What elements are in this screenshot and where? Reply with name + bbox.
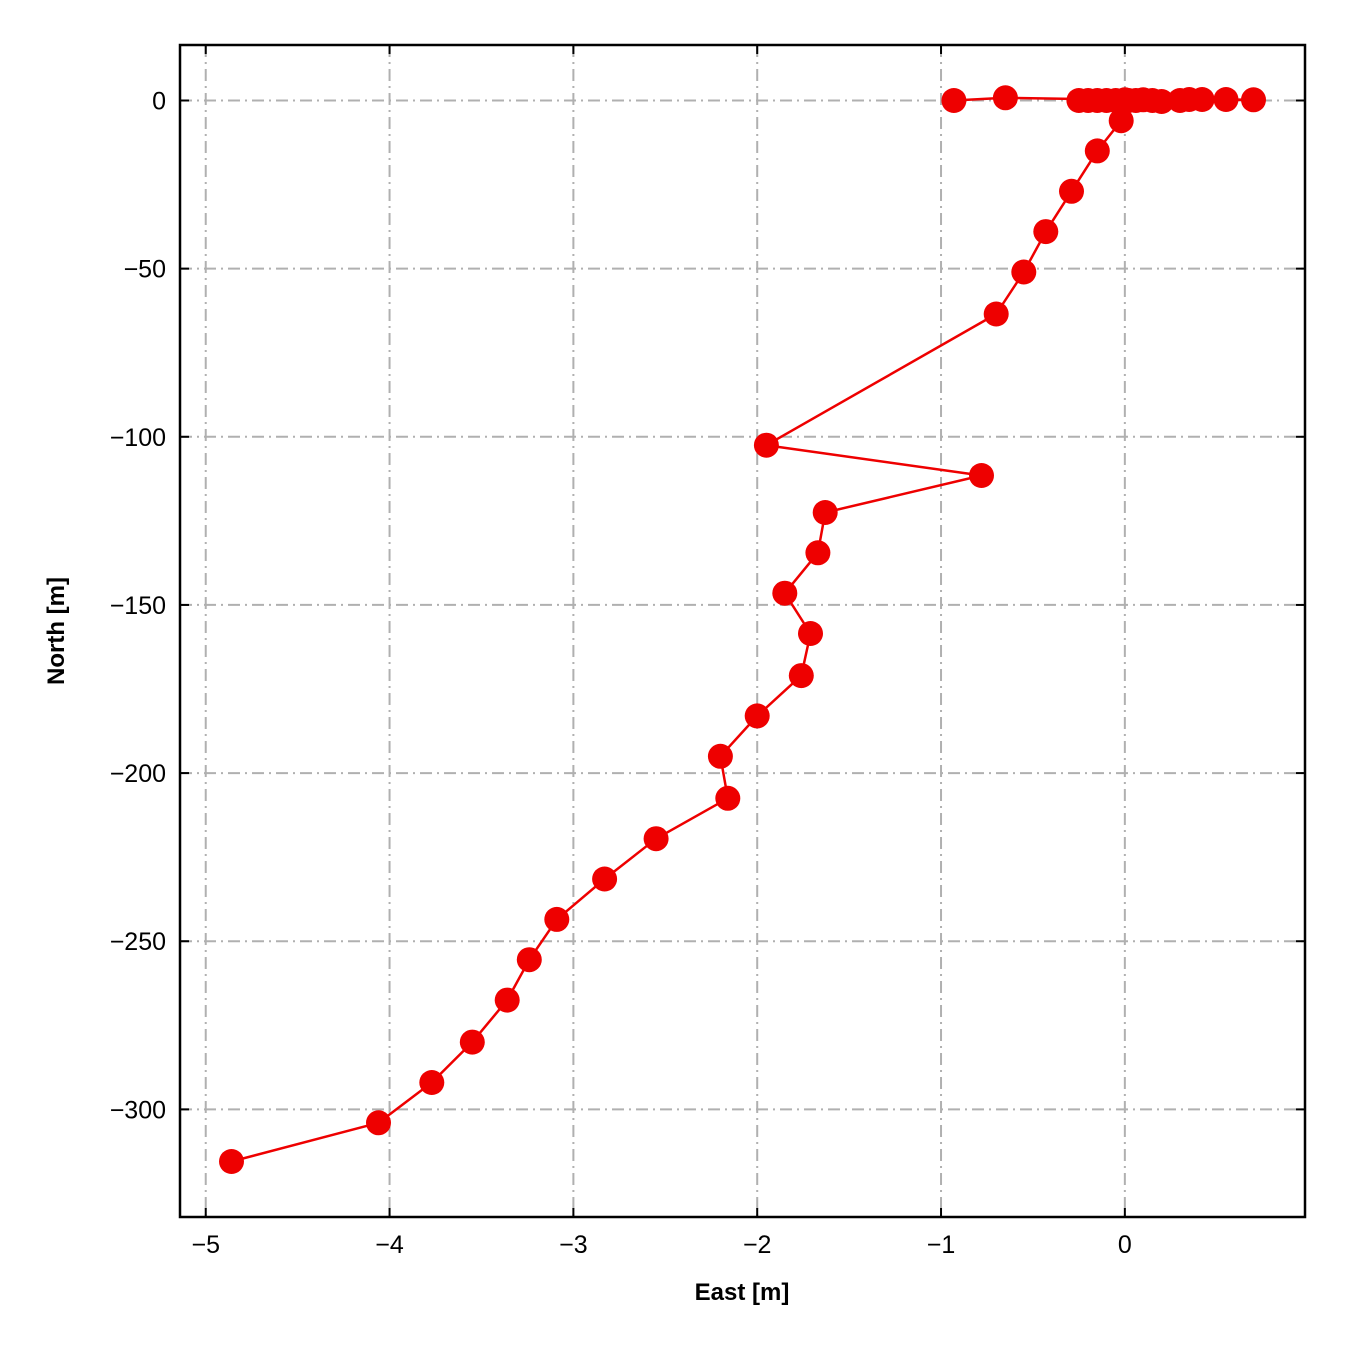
data-point [1059,178,1084,204]
data-point [1084,138,1110,164]
data-point [812,500,838,525]
x-tick-label: −1 [927,1231,956,1259]
y-tick-label: 0 [152,87,166,115]
data-point [366,1110,391,1136]
x-tick-label: −2 [743,1231,772,1259]
x-tick-label: −4 [375,1231,404,1259]
y-axis-label: North [m] [43,577,70,685]
series-line [231,96,1255,1163]
ticks: −5 −4 −3 −2 −1 00−50−100−150−200−250−300 [110,45,1305,1259]
data-point [459,1029,485,1055]
data-point [1241,87,1266,113]
data-point [1112,88,1138,113]
plot-frame [178,43,1307,1219]
y-tick-label: −150 [110,592,166,620]
data-point [1189,87,1215,112]
data-point [516,947,542,973]
data-point [992,85,1018,111]
x-tick-label: 0 [1118,1231,1132,1259]
data-point [753,432,779,458]
data-point [1011,259,1037,285]
data-point [419,1070,445,1095]
y-tick-label: −250 [110,928,166,956]
y-tick-label: −100 [110,424,166,452]
data-point [643,826,669,852]
y-tick-label: −200 [110,760,166,788]
data-point [772,580,798,606]
series-layer [219,85,1266,1174]
data-point [1033,219,1059,245]
data-point [592,866,618,892]
x-tick-label: −3 [559,1231,588,1259]
data-point [1108,108,1134,134]
data-point [969,463,994,488]
data-point [805,540,831,566]
data-point [744,703,770,729]
data-point [544,906,570,932]
data-point [1213,87,1239,112]
data-point [707,743,733,769]
data-point [1149,89,1175,114]
data-point [715,785,741,811]
data-point [219,1149,244,1174]
data-point [983,301,1009,327]
data-point [494,987,520,1013]
x-tick-label: −5 [191,1231,220,1259]
data-point [798,621,823,646]
data-point [941,88,967,113]
data-point [788,663,814,689]
grid [180,45,1305,1217]
y-tick-label: −50 [124,256,166,284]
y-tick-label: −300 [110,1096,166,1124]
x-axis-label: East [m] [695,1279,790,1306]
